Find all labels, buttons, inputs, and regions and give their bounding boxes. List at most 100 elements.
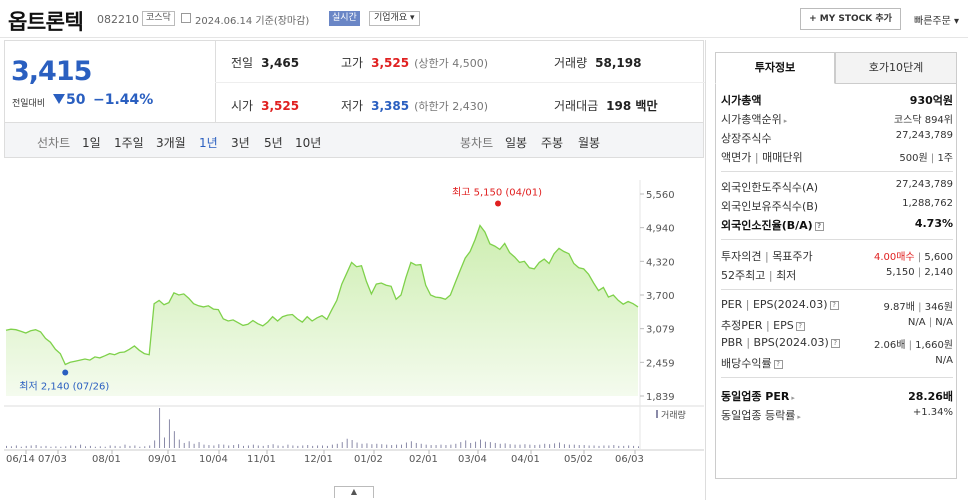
separator: |	[742, 298, 753, 311]
x-tick-label: 02/01	[409, 454, 438, 465]
period-5y[interactable]: 5년	[264, 136, 283, 150]
candle-daily[interactable]: 일봉	[505, 136, 528, 150]
volume-bar	[247, 445, 249, 448]
volume-bar	[45, 445, 47, 448]
volume-bar	[613, 445, 615, 448]
volume-bar	[346, 438, 348, 448]
volume-bar	[89, 445, 91, 448]
volume-bar	[381, 444, 383, 448]
rank-value: 코스닥 894위	[893, 115, 953, 126]
volume-bar	[554, 443, 556, 448]
volume-bar	[603, 445, 605, 448]
volume-bar	[460, 442, 462, 448]
divider	[721, 289, 953, 290]
help-icon[interactable]: ?	[830, 339, 840, 348]
opinion-labels: 투자의견 | 목표주가	[721, 248, 813, 264]
week52-labels: 52주최고 | 최저	[721, 267, 796, 283]
volume-bar	[608, 445, 610, 448]
volume-bar	[10, 446, 12, 448]
candle-weekly[interactable]: 주봉	[541, 136, 564, 150]
y-tick-label: 4,320	[646, 257, 675, 268]
base-date: 2024.06.14 기준(장마감)	[195, 16, 310, 27]
volume-bar	[35, 445, 37, 448]
market-cap-label: 시가총액	[721, 94, 762, 107]
low-annotation: 최저 2,140 (07/26)	[19, 380, 109, 392]
volume-bar	[124, 444, 126, 448]
volume-bar	[30, 445, 32, 448]
volume-bar	[55, 446, 57, 448]
volume-bar	[312, 445, 314, 448]
candle-chart-label: 봉차트	[460, 136, 494, 150]
tab-invest-info[interactable]: 투자정보	[715, 52, 835, 84]
volume-bar	[539, 444, 541, 448]
x-tick-label: 10/04	[199, 454, 228, 465]
x-tick-label: 07/03	[38, 454, 67, 465]
candle-monthly[interactable]: 월봉	[578, 136, 601, 150]
right-panel: 투자정보 호가10단계 시가총액 930억원 시가총액순위 ▸ 코스닥 894위 …	[705, 40, 968, 500]
pbr-values: 2.06배 | 1,660원	[874, 336, 953, 351]
volume-bar	[544, 443, 546, 448]
volume-bar	[15, 445, 17, 448]
volume-bar	[6, 445, 7, 448]
volume-bar	[618, 445, 620, 448]
volume-bar	[450, 444, 452, 448]
price-chart: 5,560 4,940 4,320 3,700 3,079 2,459 1,839 최고 5,…	[0, 180, 704, 480]
per-row: PER | EPS(2024.03)? 9.87배 | 346원	[721, 298, 953, 314]
volume-bar	[583, 445, 585, 448]
corp-info-dropdown[interactable]: 기업개요 ▾	[369, 11, 420, 26]
volume-bar	[173, 431, 175, 448]
sector-per-label[interactable]: 동일업종 PER ▸	[721, 388, 795, 404]
volume: 거래량 58,198	[554, 54, 641, 71]
rank-label[interactable]: 시가총액순위 ▸	[721, 111, 787, 127]
period-10y[interactable]: 10년	[295, 136, 322, 150]
line-chart-label: 선차트	[37, 136, 71, 150]
period-1d[interactable]: 1일	[82, 136, 101, 150]
volume-bar	[40, 446, 42, 448]
sector-rate-label[interactable]: 동일업종 등락률 ▸	[721, 407, 801, 423]
quick-order-link[interactable]: 빠른주문 ▾	[914, 12, 959, 27]
pbr-labels: PBR | BPS(2024.03)?	[721, 336, 840, 349]
y-tick-label: 3,079	[646, 325, 675, 336]
down-triangle-icon	[53, 94, 65, 104]
period-3y[interactable]: 3년	[231, 136, 250, 150]
high-value: 3,525	[371, 56, 410, 70]
open-label: 시가	[231, 99, 254, 113]
divider	[215, 41, 216, 122]
volume-legend-label: 거래량	[661, 409, 686, 421]
volume-bar	[114, 445, 116, 448]
est-per-label: 추정PER	[721, 319, 763, 332]
collapse-chart-button[interactable]: ▲	[334, 486, 374, 498]
period-1w[interactable]: 1주일	[114, 136, 144, 150]
volume-bar	[326, 445, 328, 448]
volume-bar	[262, 445, 264, 448]
help-icon[interactable]: ?	[773, 360, 783, 369]
volume-bar	[376, 443, 378, 448]
volume-bar	[470, 442, 472, 448]
period-1y[interactable]: 1년	[199, 136, 218, 150]
realtime-badge[interactable]: 실시간	[329, 11, 360, 26]
volume-bar	[396, 444, 398, 448]
tab-order-book[interactable]: 호가10단계	[835, 52, 957, 84]
separator: |	[762, 319, 774, 332]
my-stock-add-button[interactable]: + MY STOCK 추가	[800, 8, 901, 30]
volume-bar	[218, 444, 220, 448]
help-icon[interactable]: ?	[795, 322, 805, 331]
x-tick-label: 12/01	[304, 454, 333, 465]
volume-bar	[272, 444, 274, 448]
price-change: 50	[66, 92, 86, 108]
volume-bar	[252, 444, 254, 448]
rank-label-text: 시가총액순위	[721, 113, 782, 126]
volume-bar	[549, 444, 551, 448]
period-3m[interactable]: 3개월	[156, 136, 186, 150]
volume-bar	[193, 443, 195, 448]
volume-bar	[415, 442, 417, 448]
help-icon[interactable]: ?	[829, 301, 839, 310]
volume-bar	[94, 446, 96, 448]
week52-low-label: 최저	[776, 269, 797, 282]
dividend-row: 배당수익률? N/A	[721, 355, 953, 371]
foreign-limit-row: 외국인한도주식수(A) 27,243,789	[721, 179, 953, 195]
help-icon[interactable]: ?	[814, 222, 824, 231]
separator: |	[761, 250, 773, 263]
sector-per-row: 동일업종 PER ▸ 28.26배	[721, 388, 953, 404]
foreign-ratio-label-text: 외국인소진율(B/A)	[721, 219, 813, 232]
